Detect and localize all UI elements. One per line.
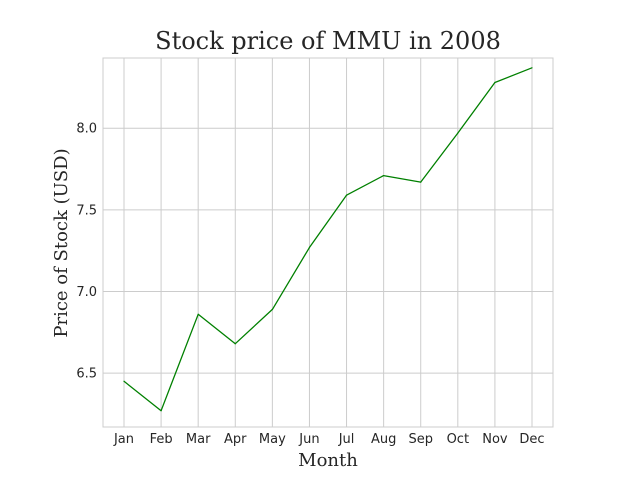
grid xyxy=(103,58,553,427)
x-tick-label: Sep xyxy=(408,432,433,447)
data-point xyxy=(494,81,496,84)
data-point xyxy=(271,308,273,311)
data-point xyxy=(420,181,422,183)
data-point xyxy=(160,410,162,412)
y-tick-label: 8.0 xyxy=(76,122,97,137)
x-tick-label: Apr xyxy=(224,432,247,447)
chart-title: Stock price of MMU in 2008 xyxy=(155,27,501,55)
x-tick-label: Jul xyxy=(338,432,355,447)
data-point xyxy=(234,343,236,345)
data-point xyxy=(308,246,311,248)
y-axis-label: Price of Stock (USD) xyxy=(51,148,72,337)
y-tick-label: 6.5 xyxy=(76,367,97,382)
x-tick-label: May xyxy=(259,432,286,447)
y-axis-ticks: 6.5 7.0 7.5 8.0 xyxy=(76,122,97,382)
plot-frame xyxy=(102,57,554,428)
x-tick-label: Aug xyxy=(371,432,396,447)
data-point xyxy=(123,380,125,382)
x-tick-label: Jun xyxy=(298,432,319,447)
data-point xyxy=(531,67,533,69)
data-point xyxy=(383,174,385,177)
series-layer xyxy=(123,67,533,412)
y-tick-label: 7.0 xyxy=(76,285,97,300)
x-tick-label: Nov xyxy=(482,432,508,447)
y-tick-label: 7.5 xyxy=(76,203,97,218)
x-axis-label: Month xyxy=(298,450,358,471)
data-point xyxy=(457,132,459,134)
data-point xyxy=(197,313,199,315)
x-tick-label: Jan xyxy=(113,432,134,447)
x-axis-ticks: Jan Feb Mar Apr May Jun Jul Aug Sep Oct Nov Dec xyxy=(113,432,545,447)
x-tick-label: Feb xyxy=(150,432,173,447)
x-tick-label: Oct xyxy=(447,432,469,447)
x-tick-label: Dec xyxy=(519,432,544,447)
series-line xyxy=(123,67,533,412)
x-tick-label: Mar xyxy=(186,432,211,447)
data-point xyxy=(345,194,348,196)
